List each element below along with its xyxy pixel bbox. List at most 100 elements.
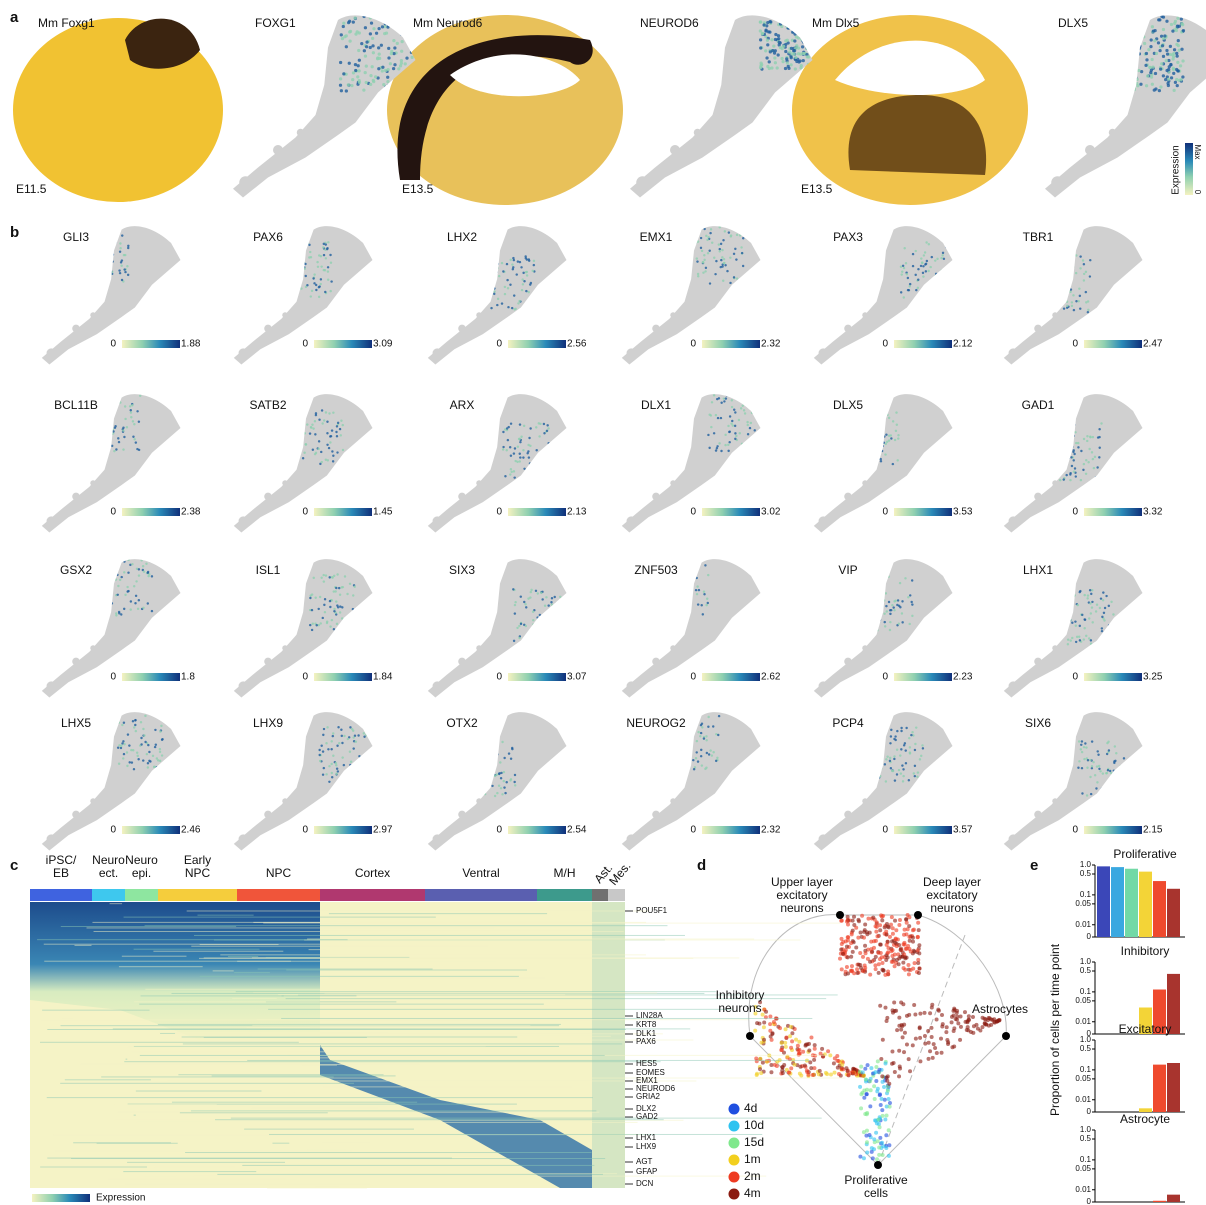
umap-cluster [1034,325,1042,333]
colorbar-min: 0 [690,825,696,836]
umap-cell [559,596,561,598]
image-label: Mm Foxg1 [38,16,95,30]
y-tick-label: 0.1 [1080,890,1092,899]
umap-cell [506,279,508,281]
umap-cell [120,576,122,578]
umap-cell [1114,745,1116,747]
umap-cell [80,254,82,256]
umap-cell [370,21,373,24]
colorbar [122,340,180,348]
heatmap-row [71,1158,605,1159]
umap-cell [336,623,338,625]
umap-cell [684,732,686,734]
umap-cell [925,270,927,272]
umap-cluster [652,493,660,501]
umap-cell [779,22,782,25]
cell [783,1041,787,1045]
umap-cell [333,610,335,612]
umap-cell [1077,446,1079,448]
umap-cell [885,605,887,607]
umap-cell [1075,641,1077,643]
umap-cell [1158,89,1161,92]
umap-cell [341,586,343,588]
umap-cell [115,448,117,450]
umap-cell [1121,789,1123,791]
umap-cell [526,452,528,454]
umap-cell [1077,442,1079,444]
umap-cell [715,414,717,416]
umap-cell [88,269,90,271]
umap-cell [1144,15,1147,18]
umap-cell [99,429,101,431]
umap-cell [1173,48,1176,51]
umap-cluster [458,658,466,666]
umap-cell [305,443,307,445]
umap-cell [530,589,532,591]
umap-cell [876,774,878,776]
umap-cell [119,401,121,403]
umap-cell [400,50,403,53]
umap-cell [764,49,767,52]
umap-cell [124,271,126,273]
cell [971,1031,975,1035]
umap-cell [674,583,676,585]
cell [762,1025,766,1029]
umap-cell [921,262,923,264]
umap-cell [884,453,886,455]
umap-cell [742,237,744,239]
umap-cell [115,241,117,243]
umap-cell [1176,17,1179,20]
umap-cell [890,434,892,436]
umap-cell [1056,278,1058,280]
umap-cell [510,757,512,759]
umap-cell [1046,282,1048,284]
umap-cell [888,601,890,603]
umap-cell [117,230,119,232]
umap-cell [768,67,771,70]
umap-cell [486,761,488,763]
vertex [874,1161,882,1169]
cell [873,963,877,967]
cell [928,1049,932,1053]
umap-cell [754,429,756,431]
umap-cell [329,600,331,602]
heatmap-row [329,913,547,914]
umap-cell [903,744,905,746]
gene-label: PAX6 [636,1037,656,1046]
umap-cell [725,397,727,399]
umap-cell [1154,87,1157,90]
cell [874,930,878,934]
umap-cell [514,447,516,449]
heatmap-row [185,1152,591,1153]
heatmap-row [134,949,260,950]
umap-cell [326,620,328,622]
umap-cell [730,235,732,237]
umap-cell [914,749,916,751]
umap-cell [893,755,895,757]
umap-cell [788,50,791,53]
cluster-label: Cortex [355,866,390,880]
cell [872,1084,876,1088]
umap-cell [559,599,561,601]
umap-cell [516,273,518,275]
umap-cell [315,289,317,291]
umap-cell [142,565,144,567]
cell [861,955,865,959]
cell [878,1004,882,1008]
umap-cell [854,443,856,445]
umap-cell [513,308,515,310]
umap-cell [1083,438,1085,440]
umap-cell [109,589,111,591]
vertex-label: Inhibitoryneurons [716,988,765,1015]
umap-cell [140,559,142,561]
umap-cell [739,234,741,236]
umap-cell [668,604,670,606]
umap-cell [522,272,524,274]
umap-cell [527,291,529,293]
umap-cluster [239,176,252,189]
cell [773,1063,777,1067]
umap-cell [726,270,728,272]
umap-cluster [694,129,702,137]
umap-cell [1172,68,1175,71]
umap-cell [682,576,684,578]
